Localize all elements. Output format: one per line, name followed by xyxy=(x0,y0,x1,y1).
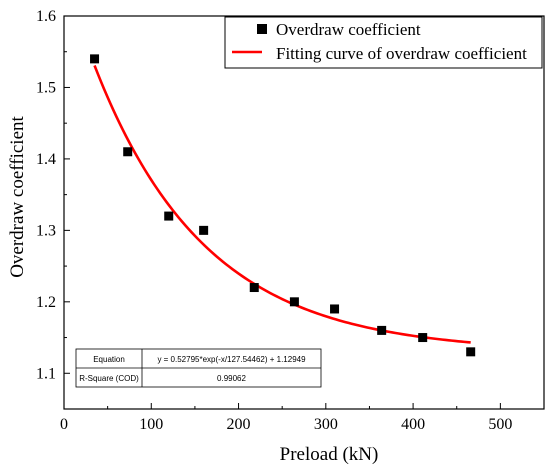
x-tick-label: 400 xyxy=(401,416,425,433)
legend-label-curve: Fitting curve of overdraw coefficient xyxy=(276,44,527,63)
legend-square-marker xyxy=(257,24,267,34)
stats-table-label: Equation xyxy=(93,355,125,364)
data-point xyxy=(330,304,340,314)
data-point xyxy=(123,147,133,157)
data-point xyxy=(249,283,259,293)
data-point xyxy=(164,211,174,221)
stats-table: Equation y = 0.52795*exp(-x/127.54462) + … xyxy=(75,348,322,388)
points-layer xyxy=(90,54,476,357)
x-tick-label: 0 xyxy=(60,416,68,433)
stats-table-value: 0.99062 xyxy=(217,374,246,383)
data-point xyxy=(90,54,100,64)
data-point xyxy=(289,297,299,307)
y-tick-label: 1.3 xyxy=(36,222,56,239)
x-tick-label: 300 xyxy=(314,416,338,433)
fitting-curve-line xyxy=(93,65,471,344)
y-tick-label: 1.2 xyxy=(36,294,56,311)
ticks-group: 0 100 200 300 400 500 1.1 1.2 1.3 1.4 1.5 1.6 xyxy=(36,8,512,433)
data-point xyxy=(418,333,428,343)
stats-table-value: y = 0.52795*exp(-x/127.54462) + 1.12949 xyxy=(157,355,306,364)
stats-table-label: R-Square (COD) xyxy=(79,374,139,383)
x-tick-label: 500 xyxy=(488,416,512,433)
legend-label-points: Overdraw coefficient xyxy=(276,20,421,39)
legend-box xyxy=(224,16,543,69)
x-axis-title: Preload (kN) xyxy=(280,444,379,465)
y-axis-title: Overdraw coefficient xyxy=(7,115,28,277)
data-point xyxy=(466,347,476,357)
legend: Overdraw coefficient Fitting curve of ov… xyxy=(224,16,543,69)
axes-group xyxy=(63,15,545,410)
data-point xyxy=(199,225,209,235)
plot-frame xyxy=(63,15,545,410)
y-tick-label: 1.6 xyxy=(36,8,56,25)
y-tick-label: 1.5 xyxy=(36,79,56,96)
data-point xyxy=(377,325,387,335)
y-tick-label: 1.4 xyxy=(36,151,56,168)
fit-curve-layer xyxy=(93,65,471,344)
x-tick-label: 100 xyxy=(139,416,163,433)
y-tick-label: 1.1 xyxy=(36,365,56,382)
x-tick-label: 200 xyxy=(227,416,251,433)
